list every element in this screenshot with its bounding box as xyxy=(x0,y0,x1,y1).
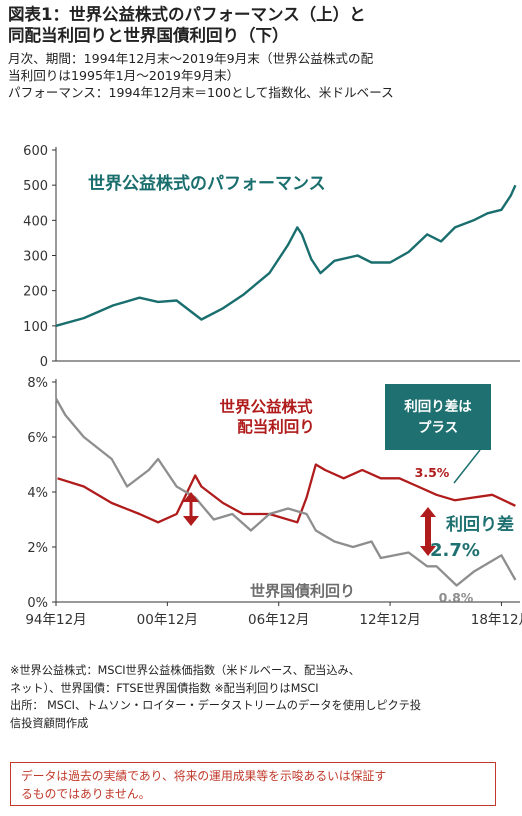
title-line-1: 図表1：世界公益株式のパフォーマンス（上）と xyxy=(8,5,366,24)
footnote: ※世界公益株式：MSCI世界公益株価指数（米ドルベース、配当込み、 ネット）、世… xyxy=(10,662,510,732)
spread-callout-text: 利回り差は xyxy=(404,398,472,415)
spread-value: 2.7% xyxy=(430,540,480,561)
spread-arrow-2003-head xyxy=(183,516,199,526)
chart-area: 0 100 200 300 400 500 600 世界公益株式のパフォーマンス 0% 2% 4% 6… xyxy=(23,144,522,628)
top-y-tick-label: 100 xyxy=(23,320,48,335)
performance-series-line xyxy=(55,184,517,327)
title-line-2: 同配当利回りと世界国債利回り（下） xyxy=(8,26,289,45)
footnote-line: 出所： MSCI、トムソン・ロイター・データストリームのデータを使用しピクテ投 xyxy=(10,699,422,712)
bottom-x-tick-label: 00年12月 xyxy=(137,612,198,628)
bottom-y-tick-label: 0% xyxy=(27,596,48,611)
top-y-tick-label: 500 xyxy=(23,179,48,194)
top-y-tick-label: 400 xyxy=(23,214,48,229)
bottom-y-tick-label: 6% xyxy=(27,431,48,446)
bottom-x-tick-label: 18年12月 xyxy=(471,612,522,628)
spread-arrow-2003-head xyxy=(183,492,199,502)
bottom-x-tick-label: 94年12月 xyxy=(25,612,86,628)
disclaimer-line: データは過去の実績であり、将来の運用成果等を示唆あるいは保証す xyxy=(21,769,387,783)
bottom-x-tick-label: 06年12月 xyxy=(248,612,309,628)
bottom-y-tick-label: 2% xyxy=(27,541,48,556)
dividend-series-label: 世界公益株式 xyxy=(219,397,313,416)
bottom-x-tick-label: 12年12月 xyxy=(359,612,420,628)
subtitle-line: 当利回りは1995年1月〜2019年9月末） xyxy=(8,68,240,83)
subtitle-line: 月次、期間：1994年12月末〜2019年9月末（世界公益株式の配 xyxy=(8,51,374,66)
top-y-tick-label: 200 xyxy=(23,285,48,300)
bond-series-label: 世界国債利回り xyxy=(250,582,355,600)
bond-yield-series-line xyxy=(54,397,517,587)
spread-callout-text: プラス xyxy=(418,420,458,436)
chart-subtitle: 月次、期間：1994年12月末〜2019年9月末（世界公益株式の配 当利回りは1… xyxy=(8,50,394,101)
top-y-tick-label: 600 xyxy=(23,144,48,159)
disclaimer-line: るものではありません。 xyxy=(21,787,151,801)
footnote-line: ※世界公益株式：MSCI世界公益株価指数（米ドルベース、配当込み、 xyxy=(10,664,360,677)
spread-callout-box xyxy=(385,384,491,450)
spread-arrow-2019-head xyxy=(420,507,436,517)
footnote-line: 信投資顧問作成 xyxy=(10,716,89,730)
performance-series-label: 世界公益株式のパフォーマンス xyxy=(88,173,326,194)
spread-label: 利回り差 xyxy=(446,514,514,535)
disclaimer-box: データは過去の実績であり、将来の運用成果等を示唆あるいは保証す るものではありま… xyxy=(10,762,496,806)
subtitle-line: パフォーマンス：1994年12月末＝100として指数化、米ドルベース xyxy=(8,85,394,100)
dividend-end-value: 3.5% xyxy=(415,465,450,480)
chart-title: 図表1：世界公益株式のパフォーマンス（上）と 同配当利回りと世界国債利回り（下） xyxy=(8,4,366,46)
footnote-line: ネット）、世界国債：FTSE世界国債指数 ※配当利回りはMSCI xyxy=(10,681,319,695)
bond-end-value: 0.8% xyxy=(439,590,474,605)
dividend-series-label: 配当利回り xyxy=(237,417,315,436)
bottom-y-tick-label: 4% xyxy=(27,486,48,501)
spread-arrow-2019-head xyxy=(420,546,436,556)
dividend-yield-series-line xyxy=(57,463,516,524)
top-y-tick-label: 0 xyxy=(40,355,48,370)
spread-callout-leader xyxy=(453,449,481,484)
top-y-tick-label: 300 xyxy=(23,250,48,265)
bottom-y-tick-label: 8% xyxy=(27,376,48,391)
